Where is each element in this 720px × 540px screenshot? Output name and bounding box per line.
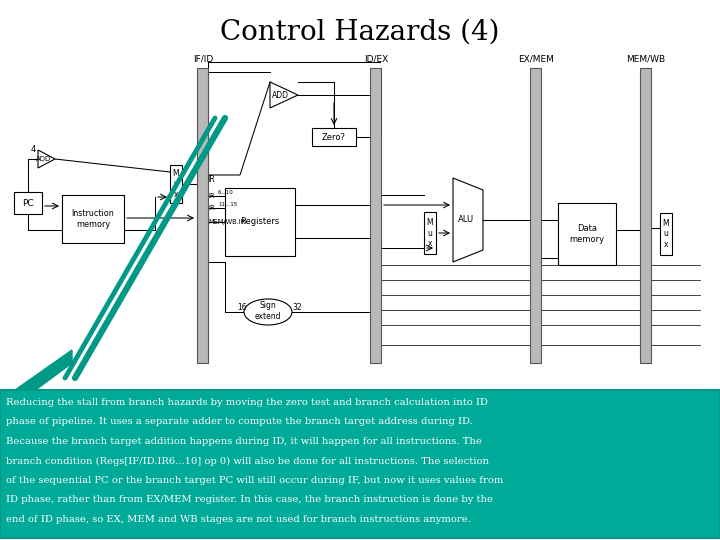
Polygon shape: [453, 178, 483, 262]
Text: of the sequential PC or the branch target PC will still occur during IF, but now: of the sequential PC or the branch targe…: [6, 476, 503, 485]
Bar: [197, 68, 208, 363]
Bar: [558, 203, 616, 265]
Bar: [424, 212, 436, 254]
Text: 4: 4: [30, 145, 35, 153]
Bar: [225, 188, 295, 256]
Text: M
u
x: M u x: [427, 218, 433, 248]
Polygon shape: [8, 350, 72, 450]
Text: EX/MEM: EX/MEM: [518, 55, 554, 64]
Text: ADD: ADD: [271, 91, 289, 99]
Text: IR: IR: [208, 193, 215, 199]
Text: M
u
x: M u x: [173, 169, 179, 199]
Text: ADD: ADD: [37, 156, 52, 162]
Text: 32: 32: [292, 303, 302, 313]
Bar: [370, 68, 381, 363]
Polygon shape: [270, 82, 298, 108]
Text: PC: PC: [22, 199, 34, 207]
Bar: [640, 68, 651, 363]
Text: Instruction
memory: Instruction memory: [71, 210, 114, 229]
Text: IF/ID: IF/ID: [193, 55, 213, 64]
Text: MEM/WB.IR: MEM/WB.IR: [208, 219, 246, 225]
Ellipse shape: [244, 299, 292, 325]
Bar: [14, 192, 42, 214]
Bar: [170, 165, 182, 203]
Text: 11...15: 11...15: [218, 202, 238, 207]
Text: phase of pipeline. It uses a separate adder to compute the branch target address: phase of pipeline. It uses a separate ad…: [6, 417, 473, 427]
Bar: [62, 195, 124, 243]
Text: ID/EX: ID/EX: [364, 55, 388, 64]
Text: 16: 16: [237, 303, 247, 313]
Bar: [312, 128, 356, 146]
Text: ALU: ALU: [458, 215, 474, 225]
Text: Reducing the stall from branch hazards by moving the zero test and branch calcul: Reducing the stall from branch hazards b…: [6, 398, 488, 407]
Text: branch condition (Regs[IF/ID.IR6...10] op 0) will also be done for all instructi: branch condition (Regs[IF/ID.IR6...10] o…: [6, 456, 489, 465]
Text: Because the branch target addition happens during ID, it will happen for all ins: Because the branch target addition happe…: [6, 437, 482, 446]
Text: Sign
extend: Sign extend: [255, 301, 282, 321]
Text: Zero?: Zero?: [322, 132, 346, 141]
Text: end of ID phase, so EX, MEM and WB stages are not used for branch instructions a: end of ID phase, so EX, MEM and WB stage…: [6, 515, 471, 524]
Text: MEM/WB: MEM/WB: [626, 55, 665, 64]
Text: IR: IR: [207, 176, 215, 185]
Text: 6...10: 6...10: [218, 191, 234, 195]
Text: Registers: Registers: [240, 218, 279, 226]
Bar: [0, 390, 720, 538]
Text: IR: IR: [208, 205, 215, 211]
Bar: [660, 213, 672, 255]
Bar: [530, 68, 541, 363]
Text: Data
memory: Data memory: [570, 224, 605, 244]
Polygon shape: [38, 150, 55, 168]
Text: M
u
x: M u x: [662, 219, 670, 249]
Text: ID phase, rather than from EX/MEM register. In this case, the branch instruction: ID phase, rather than from EX/MEM regist…: [6, 496, 493, 504]
Text: Control Hazards (4): Control Hazards (4): [220, 18, 500, 45]
